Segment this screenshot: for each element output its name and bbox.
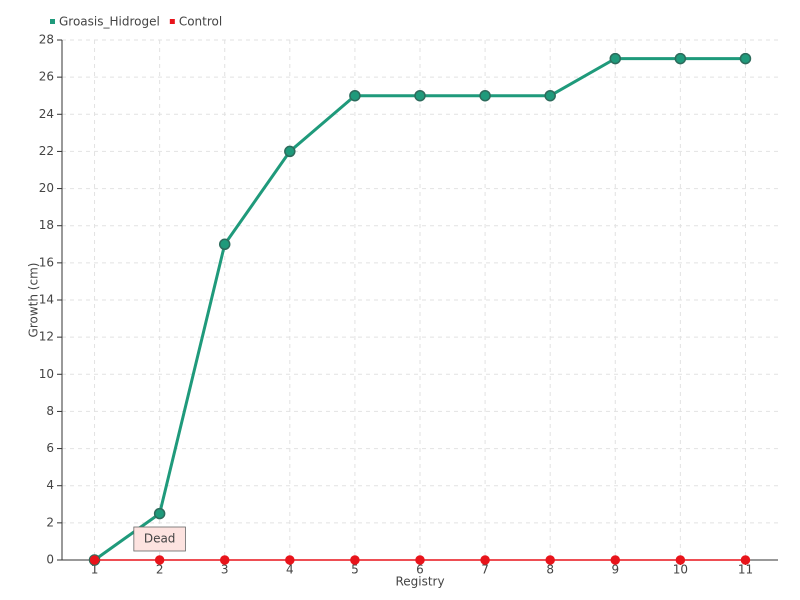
x-tick-label: 11 bbox=[738, 563, 753, 577]
point bbox=[545, 555, 555, 565]
annotation-box bbox=[133, 526, 186, 552]
y-tick-label: 22 bbox=[39, 144, 54, 158]
x-tick-label: 1 bbox=[91, 563, 99, 577]
x-tick-label: 2 bbox=[156, 563, 164, 577]
y-tick-label: 26 bbox=[39, 70, 54, 84]
point bbox=[218, 238, 231, 251]
y-tick-label: 4 bbox=[46, 478, 54, 492]
point bbox=[284, 145, 296, 158]
point bbox=[89, 555, 100, 565]
y-tick-label: 20 bbox=[39, 181, 54, 195]
point bbox=[153, 507, 166, 520]
point bbox=[415, 555, 425, 565]
point bbox=[675, 555, 686, 565]
point bbox=[609, 52, 622, 65]
point bbox=[350, 555, 360, 565]
x-tick-label: 6 bbox=[416, 563, 424, 577]
y-tick-label: 28 bbox=[39, 33, 54, 47]
x-tick-label: 10 bbox=[673, 563, 688, 577]
y-tick-label: 14 bbox=[39, 293, 54, 307]
y-tick-label: 8 bbox=[46, 404, 54, 418]
point bbox=[740, 555, 751, 565]
point bbox=[154, 555, 165, 565]
x-axis-label: Registry bbox=[395, 575, 444, 589]
point bbox=[479, 89, 491, 102]
y-tick-label: 2 bbox=[46, 515, 54, 529]
point bbox=[349, 89, 361, 102]
annotation: Dead bbox=[133, 526, 186, 552]
x-tick-label: 5 bbox=[351, 563, 359, 577]
annotation-text: Dead bbox=[144, 532, 176, 546]
y-axis-label: Growth (cm) bbox=[27, 263, 41, 338]
point bbox=[414, 89, 426, 102]
y-tick-label: 0 bbox=[46, 553, 54, 567]
legend-swatch bbox=[50, 19, 55, 24]
y-tick-label: 6 bbox=[46, 441, 54, 455]
x-tick-label: 4 bbox=[286, 563, 294, 577]
x-tick-label: 3 bbox=[221, 563, 229, 577]
point bbox=[219, 555, 230, 565]
point bbox=[544, 89, 556, 102]
y-tick-label: 12 bbox=[39, 330, 54, 344]
x-tick-label: 7 bbox=[481, 563, 489, 577]
y-tick-label: 10 bbox=[39, 367, 54, 381]
point bbox=[285, 555, 295, 565]
legend-label: Groasis_Hidrogel bbox=[59, 15, 160, 29]
y-tick-label: 16 bbox=[39, 255, 54, 269]
x-tick-label: 8 bbox=[546, 563, 554, 577]
point bbox=[739, 52, 752, 65]
legend-label: Control bbox=[179, 15, 222, 29]
point bbox=[610, 555, 621, 565]
series-line bbox=[93, 57, 746, 562]
x-tick-label: 9 bbox=[611, 563, 619, 577]
point bbox=[480, 555, 490, 565]
legend-swatch bbox=[169, 19, 175, 24]
point bbox=[674, 52, 687, 65]
y-tick-label: 24 bbox=[39, 107, 54, 121]
y-tick-label: 18 bbox=[39, 218, 54, 232]
